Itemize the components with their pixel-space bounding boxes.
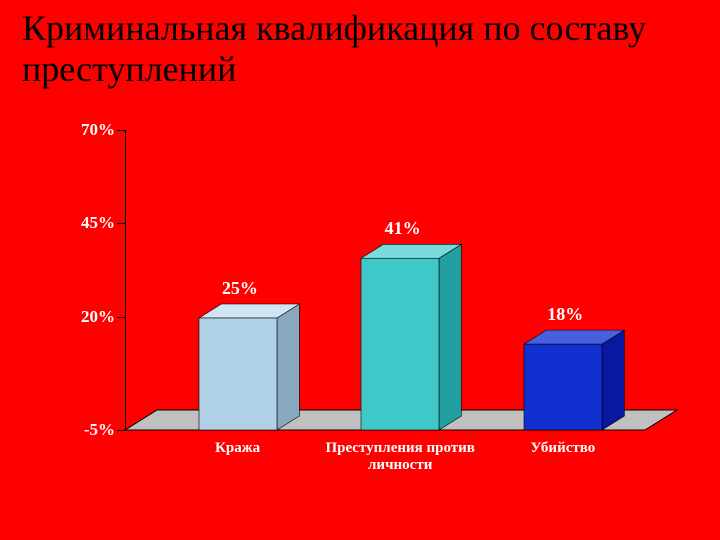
bar-chart: 25%41%18% -5%20%45%70% КражаПреступления… bbox=[70, 110, 660, 490]
slide: Криминальная квалификация по составу пре… bbox=[0, 0, 720, 540]
bar-value-label: 41% bbox=[385, 218, 421, 239]
y-axis-label: 20% bbox=[60, 307, 115, 327]
y-axis-label: -5% bbox=[60, 420, 115, 440]
y-axis-line bbox=[125, 130, 126, 430]
y-tick bbox=[117, 223, 125, 224]
x-axis-label: Преступления против личности bbox=[320, 440, 480, 475]
y-axis-label: 70% bbox=[60, 120, 115, 140]
bar bbox=[361, 130, 451, 430]
x-axis-label: Кража bbox=[158, 440, 318, 457]
y-tick bbox=[117, 130, 125, 131]
y-tick bbox=[117, 430, 125, 431]
slide-title: Криминальная квалификация по составу пре… bbox=[22, 8, 720, 91]
y-tick bbox=[117, 317, 125, 318]
bar-value-label: 18% bbox=[547, 304, 583, 325]
x-axis-label: Убийство bbox=[483, 440, 643, 457]
bar bbox=[524, 130, 614, 430]
bar-value-label: 25% bbox=[222, 278, 258, 299]
y-axis-label: 45% bbox=[60, 213, 115, 233]
plot-area: 25% 41% 18% bbox=[125, 130, 645, 410]
